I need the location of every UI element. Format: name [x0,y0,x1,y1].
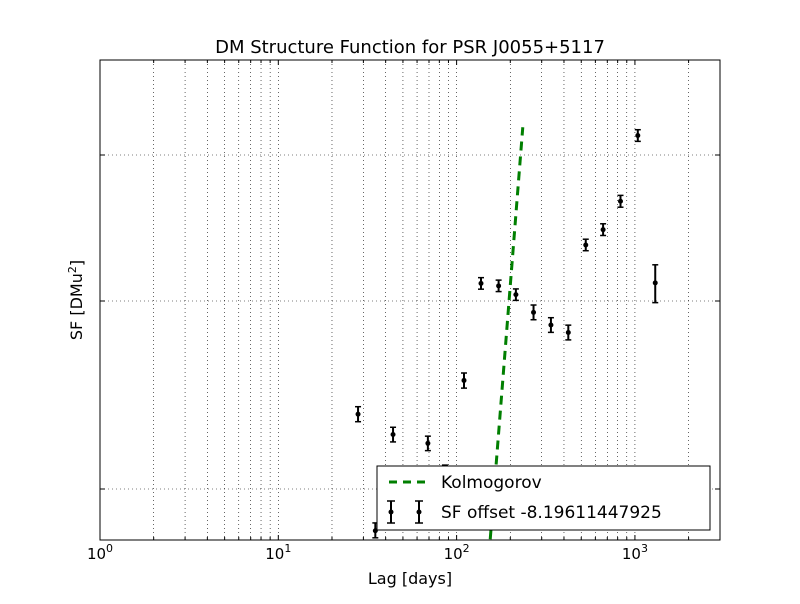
y-axis-label-close: ] [67,260,86,266]
y-axis-label-superscript: 2 [66,266,79,273]
sf-marker [531,309,537,315]
x-axis-label: Lag [days] [368,569,452,588]
x-tick-label: 102 [444,542,470,563]
sf-marker [355,411,361,417]
sf-point [355,405,362,423]
sf-point [547,316,554,334]
legend-sf-swatch [387,500,423,524]
grid-layer [100,60,720,540]
sf-marker [583,242,589,248]
sf-point [634,128,641,143]
sf-marker [461,377,467,383]
legend: Kolmogorov SF offset -8.19611447925 [376,465,711,531]
x-tick-label: 103 [622,542,648,563]
sf-point [424,435,431,452]
sf-point [617,194,624,208]
sf-point [652,264,659,304]
x-tick-label: 100 [87,542,113,563]
legend-kolmogorov-label: Kolmogorov [441,473,542,493]
y-axis-label-main: SF [DMu [67,273,86,340]
sf-marker [652,280,658,286]
y-axis-label: SF [DMu2] [66,260,86,340]
sf-point [565,324,572,341]
sf-point [460,372,467,389]
sf-point [582,238,589,252]
sf-marker [548,322,554,328]
sf-point [390,426,397,443]
legend-box [376,465,711,531]
sf-point [495,279,502,293]
sf-marker [478,280,484,286]
sf-point [477,276,484,290]
legend-sf-label: SF offset -8.19611447925 [441,503,662,523]
kolmogorov-line [488,127,525,540]
x-tick-label: 101 [265,542,291,563]
sf-marker [600,227,606,233]
sf-point [530,304,537,321]
sf-marker [425,440,431,446]
sf-marker [635,133,641,139]
plot-frame [99,59,721,541]
plot-layer [355,127,659,540]
sf-marker [390,431,396,437]
sf-marker [496,283,502,289]
tick-layer: 100 101 102 103 [87,60,721,563]
sf-marker [565,329,571,335]
sf-marker [617,198,623,204]
sf-point [600,223,607,237]
chart-title: DM Structure Function for PSR J0055+5117 [215,37,605,58]
sf-point [512,288,519,302]
sf-point [372,522,379,539]
sf-marker [513,292,519,298]
